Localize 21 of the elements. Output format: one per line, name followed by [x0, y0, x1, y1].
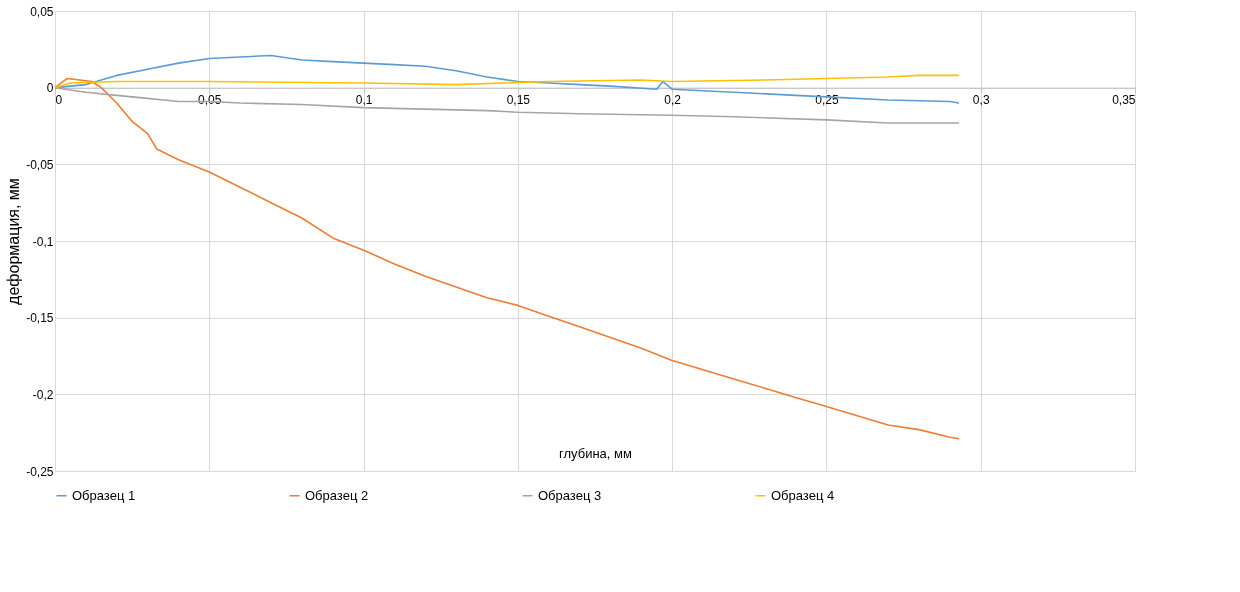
x-tick-label: 0,1	[355, 93, 373, 108]
line-series	[54, 86, 960, 124]
x-axis-title: глубина, мм	[559, 445, 633, 461]
y-axis-title: деформация, мм	[5, 178, 23, 305]
x-tick-label: 0,15	[506, 93, 531, 108]
x-tick-label: 0,35	[1112, 93, 1136, 108]
y-tick-label: 0	[46, 81, 54, 96]
x-tick-label: 0,2	[664, 93, 682, 108]
line-series	[54, 74, 960, 89]
y-tick-label: -0,25	[26, 464, 54, 479]
y-tick-label: -0,05	[26, 157, 54, 172]
legend-label: Образец 2	[305, 487, 369, 503]
legend-label: Образец 1	[72, 487, 136, 503]
y-tick-label: -0,1	[32, 234, 54, 249]
y-tick-label: 0,05	[30, 4, 54, 19]
line-series	[54, 77, 960, 440]
legend-label: Образец 4	[771, 487, 835, 503]
y-tick-label: -0,15	[26, 311, 54, 326]
x-tick-label: 0,3	[972, 93, 990, 108]
legend-label: Образец 3	[538, 487, 602, 503]
y-tick-label: -0,2	[32, 387, 54, 402]
